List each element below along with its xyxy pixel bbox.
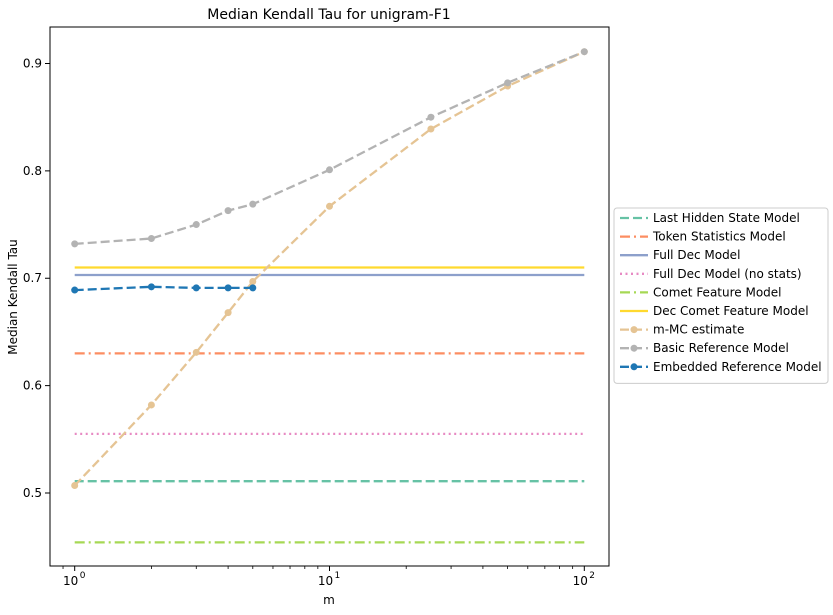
data-point-basic-reference-model: [147, 235, 155, 243]
legend-label-last-hidden-state-model: Last Hidden State Model: [653, 211, 800, 225]
data-point-embedded-reference-model: [224, 284, 232, 292]
x-tick-label: 10: [318, 574, 333, 588]
legend-label-comet-feature-model: Comet Feature Model: [653, 285, 782, 299]
data-point-basic-reference-model: [71, 240, 79, 248]
data-point-basic-reference-model: [326, 166, 333, 174]
data-point-embedded-reference-model: [147, 283, 155, 291]
data-point-m-mc-estimate: [147, 401, 155, 409]
data-point-embedded-reference-model: [71, 286, 79, 294]
y-tick-label: 0.8: [23, 164, 42, 178]
data-point-basic-reference-model: [192, 221, 200, 229]
data-point-basic-reference-model: [427, 113, 435, 121]
x-tick-label: 10: [573, 574, 588, 588]
legend-label-basic-reference-model: Basic Reference Model: [653, 341, 789, 355]
data-point-m-mc-estimate: [249, 277, 257, 285]
data-point-embedded-reference-model: [192, 284, 200, 292]
data-point-m-mc-estimate: [326, 202, 333, 210]
data-point-basic-reference-model: [504, 79, 512, 87]
legend-marker-m-mc-estimate: [630, 326, 638, 334]
y-tick-label: 0.5: [23, 486, 42, 500]
y-axis-label: Median Kendall Tau: [6, 239, 20, 354]
data-point-basic-reference-model: [224, 207, 232, 215]
legend-label-m-mc-estimate: m-MC estimate: [653, 323, 744, 337]
data-point-m-mc-estimate: [71, 481, 79, 489]
chart-title: Median Kendall Tau for unigram-F1: [207, 7, 450, 23]
legend-label-full-dec-model-no-stats: Full Dec Model (no stats): [653, 267, 802, 281]
plot-frame: [49, 26, 610, 567]
legend-label-embedded-reference-model: Embedded Reference Model: [653, 360, 822, 374]
legend-label-token-statistics-model: Token Statistics Model: [652, 230, 786, 244]
plot-area: [71, 48, 588, 544]
data-point-m-mc-estimate: [224, 309, 232, 317]
series-line-m-mc-estimate: [73, 50, 585, 487]
data-point-embedded-reference-model: [249, 284, 257, 292]
x-tick-exponent: 0: [80, 571, 86, 581]
legend-marker-basic-reference-model: [630, 344, 638, 352]
legend-label-full-dec-model: Full Dec Model: [653, 248, 740, 262]
x-tick-exponent: 2: [589, 571, 595, 581]
x-tick-exponent: 1: [335, 571, 341, 581]
y-tick-label: 0.9: [23, 57, 42, 71]
x-axis: 10 0 10 1 10 2: [62, 566, 595, 588]
legend-label-dec-comet-feature-model: Dec Comet Feature Model: [653, 304, 809, 318]
y-tick-label: 0.6: [23, 379, 42, 393]
legend-marker-embedded-reference-model: [630, 363, 638, 371]
legend: Last Hidden State Model Token Statistics …: [613, 207, 829, 384]
y-axis: 0.5 0.6 0.7 0.8 0.9: [23, 57, 50, 500]
x-axis-label: m: [323, 593, 335, 607]
y-tick-label: 0.7: [23, 271, 42, 285]
data-point-m-mc-estimate: [427, 125, 435, 133]
data-point-basic-reference-model: [580, 48, 588, 56]
x-tick-label: 10: [63, 574, 78, 588]
data-point-basic-reference-model: [249, 200, 257, 208]
legend-frame: [613, 207, 829, 384]
data-point-m-mc-estimate: [192, 348, 200, 356]
